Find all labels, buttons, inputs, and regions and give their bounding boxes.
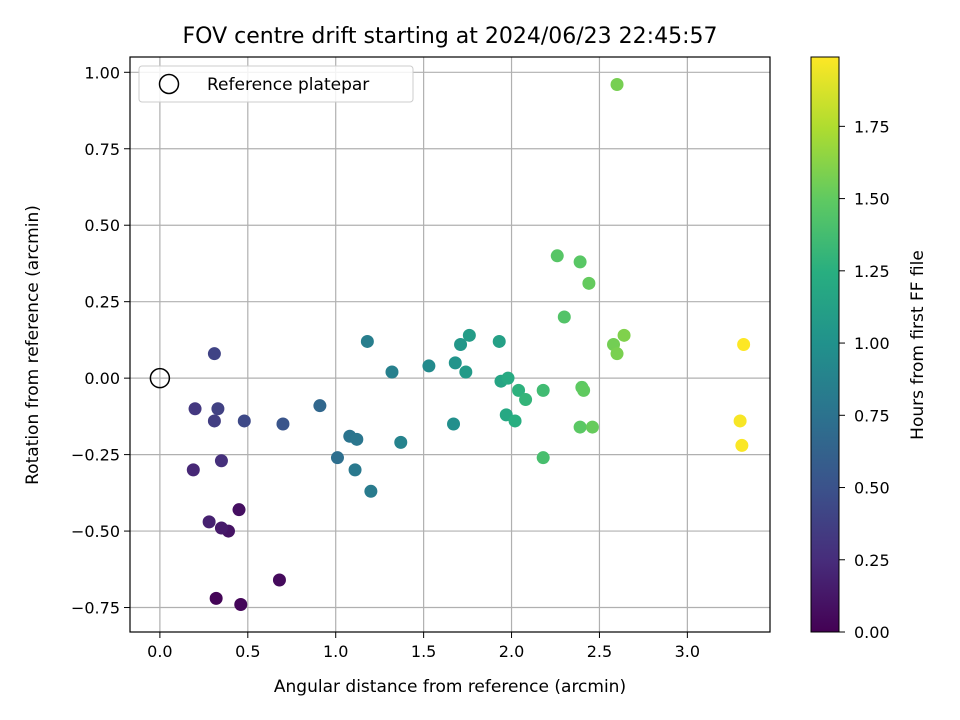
data-point bbox=[573, 255, 587, 269]
data-point bbox=[422, 359, 436, 373]
data-point bbox=[272, 573, 286, 587]
x-tick-label: 0.0 bbox=[147, 642, 172, 661]
y-tick-label: −0.25 bbox=[71, 446, 120, 465]
data-point bbox=[610, 78, 624, 92]
data-point bbox=[209, 591, 223, 605]
data-point bbox=[360, 334, 374, 348]
data-point bbox=[394, 435, 408, 449]
x-tick-label: 1.0 bbox=[323, 642, 348, 661]
data-point bbox=[577, 383, 591, 397]
grid-lines bbox=[130, 57, 770, 632]
data-point bbox=[462, 328, 476, 342]
colorbar-tick-label: 0.25 bbox=[854, 551, 890, 570]
data-point bbox=[582, 276, 596, 290]
data-point bbox=[733, 414, 747, 428]
data-point bbox=[617, 328, 631, 342]
y-tick-label: 0.50 bbox=[84, 216, 120, 235]
data-point bbox=[447, 417, 461, 431]
x-tick-label: 0.5 bbox=[235, 642, 260, 661]
data-point bbox=[557, 310, 571, 324]
colorbar-tick-label: 0.75 bbox=[854, 406, 890, 425]
data-point bbox=[202, 515, 216, 529]
data-point bbox=[348, 463, 362, 477]
legend-box bbox=[138, 65, 414, 103]
data-point bbox=[364, 484, 378, 498]
data-point bbox=[313, 399, 327, 413]
colorbar-label: Hours from first FF file bbox=[908, 250, 928, 440]
x-axis: 0.0 0.5 1.0 1.5 2.0 2.5 3.0 bbox=[147, 632, 700, 661]
data-point bbox=[237, 414, 251, 428]
x-tick-label: 2.5 bbox=[587, 642, 612, 661]
data-point bbox=[585, 420, 599, 434]
data-point bbox=[735, 438, 749, 452]
colorbar-tick-label: 1.75 bbox=[854, 117, 890, 136]
plot-area bbox=[130, 57, 770, 632]
plot-frame bbox=[129, 56, 771, 633]
data-point bbox=[232, 503, 246, 517]
data-point bbox=[448, 356, 462, 370]
data-point bbox=[350, 432, 364, 446]
y-tick-label: 0.00 bbox=[84, 369, 120, 388]
y-tick-label: −0.50 bbox=[71, 522, 120, 541]
colorbar-ticks: 0.00 0.25 0.50 0.75 1.00 1.25 1.50 1.75 bbox=[839, 117, 890, 642]
x-axis-label: Angular distance from reference (arcmin) bbox=[274, 677, 626, 697]
data-point bbox=[330, 451, 344, 465]
legend-label: Reference platepar bbox=[207, 75, 369, 95]
data-point bbox=[211, 402, 225, 416]
data-point bbox=[492, 334, 506, 348]
data-point bbox=[385, 365, 399, 379]
data-point bbox=[459, 365, 473, 379]
data-point bbox=[207, 347, 221, 361]
colorbar-tick-label: 0.50 bbox=[854, 479, 890, 498]
x-tick-label: 3.0 bbox=[675, 642, 700, 661]
colorbar-tick-label: 1.50 bbox=[854, 190, 890, 209]
chart-title: FOV centre drift starting at 2024/06/23 … bbox=[183, 24, 718, 49]
data-point bbox=[186, 463, 200, 477]
data-point bbox=[508, 414, 522, 428]
colorbar-tick-label: 1.25 bbox=[854, 262, 890, 281]
y-tick-label: 0.25 bbox=[84, 293, 120, 312]
data-point bbox=[573, 420, 587, 434]
y-tick-label: −0.75 bbox=[71, 599, 120, 618]
y-tick-label: 0.75 bbox=[84, 140, 120, 159]
y-tick-label: 1.00 bbox=[84, 63, 120, 82]
data-point bbox=[536, 451, 550, 465]
data-point bbox=[550, 249, 564, 263]
reference-point bbox=[149, 367, 171, 389]
data-point bbox=[454, 338, 468, 351]
data-point bbox=[737, 338, 751, 351]
x-tick-label: 2.0 bbox=[499, 642, 524, 661]
colorbar-tick-label: 0.00 bbox=[854, 623, 890, 642]
data-point bbox=[501, 371, 515, 385]
data-point bbox=[519, 393, 533, 407]
data-point bbox=[214, 454, 228, 468]
y-axis: −0.75 −0.50 −0.25 0.00 0.25 0.50 0.75 1.00 bbox=[71, 63, 130, 618]
colorbar-gradient bbox=[810, 56, 840, 633]
data-point bbox=[512, 383, 526, 397]
colorbar: 0.00 0.25 0.50 0.75 1.00 1.25 1.50 1.75 Hours f… bbox=[810, 56, 928, 642]
scatter-points bbox=[186, 78, 751, 611]
data-point bbox=[276, 417, 290, 431]
y-axis-label: Rotation from reference (arcmin) bbox=[23, 205, 43, 485]
data-point bbox=[234, 597, 248, 611]
colorbar-tick-label: 1.00 bbox=[854, 334, 890, 353]
data-point bbox=[610, 347, 624, 361]
x-tick-label: 1.5 bbox=[411, 642, 436, 661]
data-point bbox=[536, 383, 550, 397]
legend-marker-icon bbox=[158, 73, 180, 95]
reference-layer bbox=[149, 367, 171, 389]
data-point bbox=[214, 521, 228, 535]
legend: Reference platepar bbox=[138, 65, 414, 103]
data-point bbox=[188, 402, 202, 416]
data-point bbox=[207, 414, 221, 428]
